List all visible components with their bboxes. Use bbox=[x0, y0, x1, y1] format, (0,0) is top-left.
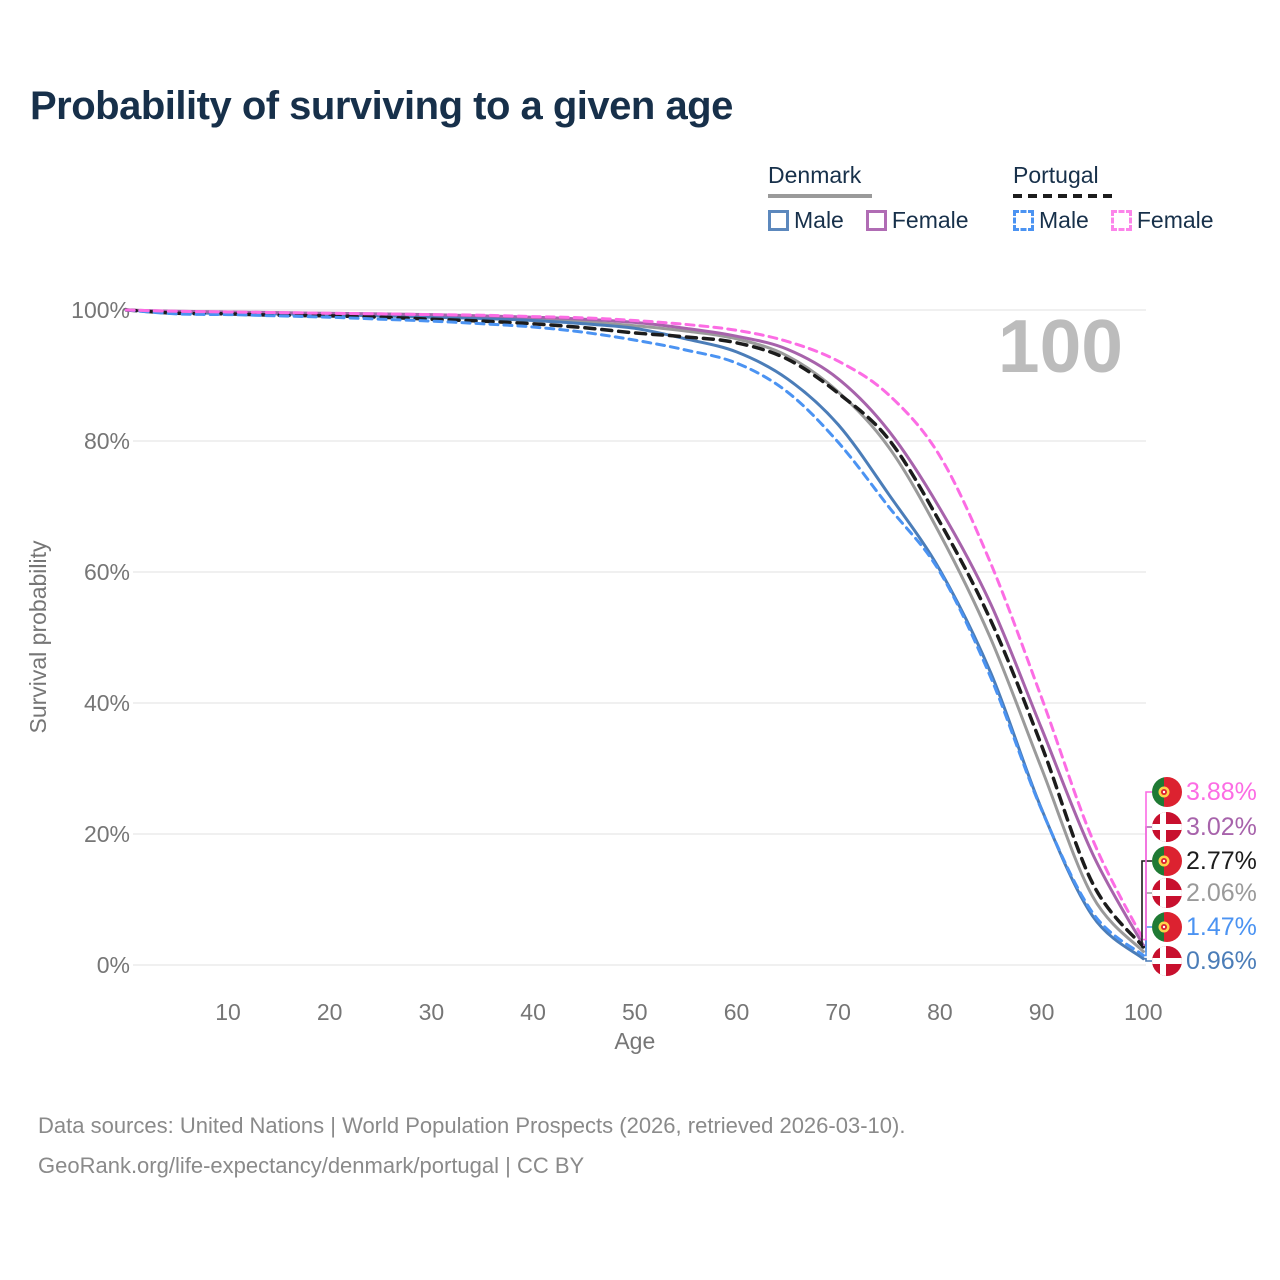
series-line-portugal-male[interactable] bbox=[124, 308, 1145, 957]
end-value-label-denmark-female: 3.02% bbox=[1186, 813, 1257, 841]
legend-checkbox-portugal-female[interactable] bbox=[1110, 210, 1132, 231]
legend-group-denmark: Denmark Male Female bbox=[768, 162, 991, 234]
leader-line bbox=[1143, 957, 1152, 962]
series-line-portugal-female[interactable] bbox=[124, 308, 1145, 942]
flag-icon-denmark bbox=[1152, 812, 1182, 842]
end-value-label-portugal-female: 3.88% bbox=[1186, 778, 1257, 806]
series-line-portugal[interactable] bbox=[124, 308, 1146, 949]
series-line-denmark[interactable] bbox=[124, 308, 1145, 953]
legend-checkbox-denmark-female[interactable] bbox=[865, 210, 887, 231]
flag-icon-denmark bbox=[1152, 878, 1182, 908]
x-tick-label: 10 bbox=[215, 999, 241, 1025]
end-value-label-denmark: 2.06% bbox=[1186, 879, 1257, 907]
legend-label-denmark-male[interactable]: Male bbox=[794, 207, 844, 233]
x-axis-title: Age bbox=[614, 1028, 655, 1054]
y-tick-label: 60% bbox=[84, 559, 130, 585]
legend-label-portugal-female[interactable]: Female bbox=[1136, 207, 1214, 233]
x-tick-label: 20 bbox=[317, 999, 343, 1025]
footer: Data sources: United Nations | World Pop… bbox=[38, 1106, 905, 1186]
series-line-denmark-male[interactable] bbox=[124, 308, 1145, 961]
y-tick-label: 0% bbox=[97, 952, 130, 978]
end-value-label-denmark-male: 0.96% bbox=[1186, 947, 1257, 975]
x-tick-label: 100 bbox=[1124, 999, 1162, 1025]
watermark-age-100: 100 bbox=[998, 304, 1123, 388]
flag-icon-portugal bbox=[1152, 777, 1182, 807]
leader-line bbox=[1143, 926, 1152, 957]
leader-line bbox=[1143, 892, 1152, 953]
flag-icon-portugal bbox=[1152, 912, 1182, 942]
portugal-line-style-sample bbox=[1013, 194, 1117, 198]
leader-line bbox=[1143, 791, 1152, 941]
flag-icon-portugal bbox=[1152, 846, 1182, 876]
legend-label-portugal-male[interactable]: Male bbox=[1039, 207, 1089, 233]
x-tick-label: 70 bbox=[825, 999, 851, 1025]
end-value-label-portugal-male: 1.47% bbox=[1186, 913, 1257, 941]
end-value-label-portugal: 2.77% bbox=[1186, 847, 1257, 875]
legend-checkbox-denmark-male[interactable] bbox=[768, 210, 789, 231]
page-title: Probability of surviving to a given age bbox=[30, 84, 733, 128]
x-tick-label: 40 bbox=[520, 999, 546, 1025]
denmark-line-style-sample bbox=[768, 194, 872, 198]
x-tick-label: 50 bbox=[622, 999, 648, 1025]
y-tick-label: 80% bbox=[84, 428, 130, 454]
x-tick-label: 80 bbox=[927, 999, 953, 1025]
attribution-text: GeoRank.org/life-expectancy/denmark/port… bbox=[38, 1153, 585, 1178]
y-tick-label: 100% bbox=[71, 297, 130, 323]
leader-line bbox=[1141, 860, 1152, 948]
y-tick-label: 20% bbox=[84, 821, 130, 847]
flag-icon-denmark bbox=[1152, 946, 1182, 976]
x-tick-label: 30 bbox=[419, 999, 445, 1025]
legend-label-denmark-female[interactable]: Female bbox=[891, 207, 969, 233]
x-tick-label: 90 bbox=[1029, 999, 1055, 1025]
legend-header-denmark: Denmark bbox=[768, 162, 862, 188]
legend-checkbox-portugal-male[interactable] bbox=[1013, 210, 1034, 231]
legend-group-portugal: Portugal Male Female bbox=[1013, 162, 1236, 234]
legend-header-portugal: Portugal bbox=[1013, 162, 1099, 188]
x-tick-label: 60 bbox=[724, 999, 750, 1025]
y-tick-label: 40% bbox=[84, 690, 130, 716]
series-line-denmark-female[interactable] bbox=[124, 308, 1145, 947]
data-sources-text: Data sources: United Nations | World Pop… bbox=[38, 1113, 906, 1138]
y-axis-title: Survival probability bbox=[25, 540, 51, 734]
